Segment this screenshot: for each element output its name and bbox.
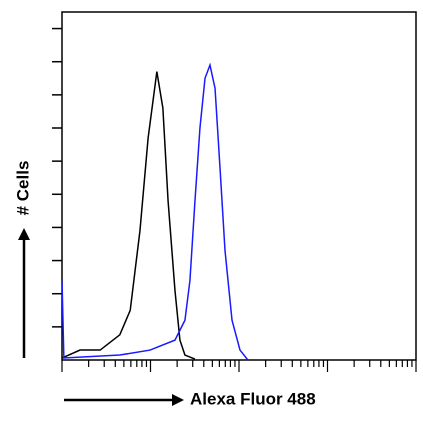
histogram-line xyxy=(61,71,196,360)
x-arrow-head xyxy=(172,394,184,406)
histogram-line xyxy=(61,62,249,361)
plot-frame xyxy=(61,11,417,361)
y-arrow-head xyxy=(18,228,30,240)
y-axis-label: # Cells xyxy=(13,161,32,216)
x-axis-label: Alexa Fluor 488 xyxy=(190,389,316,408)
